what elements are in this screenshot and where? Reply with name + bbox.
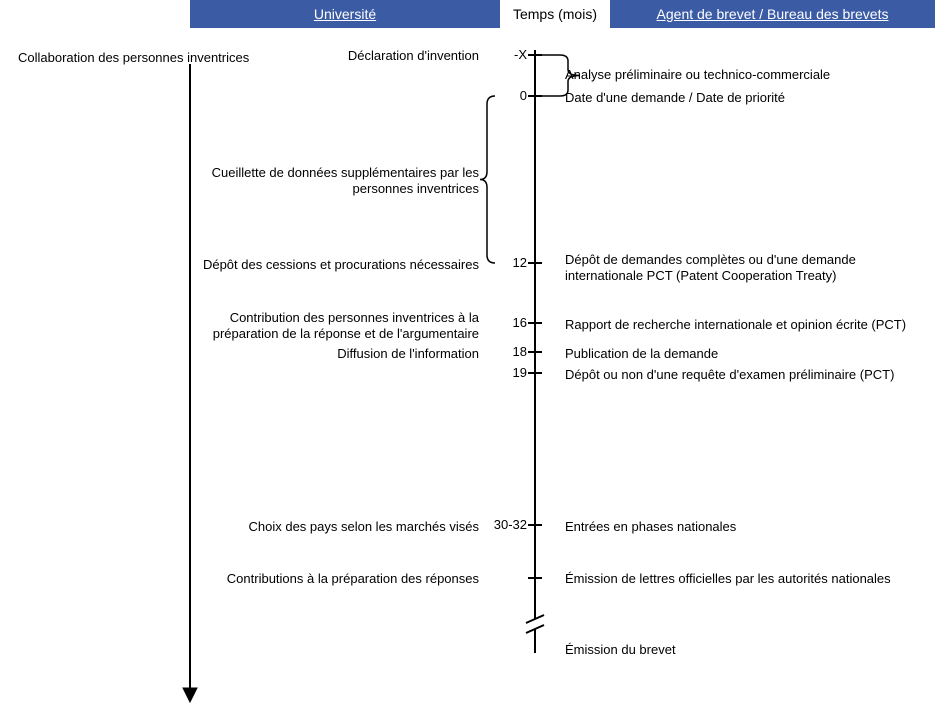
right-item: Entrées en phases nationales [565, 519, 945, 535]
right-item: Publication de la demande [565, 346, 945, 362]
right-item: Date d'une demande / Date de priorité [565, 90, 945, 106]
time-label: 18 [483, 344, 527, 359]
left-item: Choix des pays selon les marchés visés [159, 519, 479, 535]
time-label: 12 [483, 255, 527, 270]
time-label: -X [483, 47, 527, 62]
right-item: Émission de lettres officielles par les … [565, 571, 945, 587]
right-item: Dépôt de demandes complètes ou d'une dem… [565, 252, 865, 284]
time-label: 16 [483, 315, 527, 330]
right-item: Rapport de recherche internationale et o… [565, 317, 945, 333]
right-item: Émission du brevet [565, 642, 945, 658]
time-label: 30-32 [483, 517, 527, 532]
right-item: Dépôt ou non d'une requête d'examen prél… [565, 367, 945, 383]
right-item: Analyse préliminaire ou technico-commerc… [565, 67, 945, 83]
left-item: Contributions à la préparation des répon… [159, 571, 479, 587]
left-item: Diffusion de l'information [159, 346, 479, 362]
left-item: Dépôt des cessions et procurations néces… [159, 257, 479, 273]
left-item: Cueillette de données supplémentaires pa… [199, 165, 479, 197]
left-item: Contribution des personnes inventrices à… [199, 310, 479, 342]
time-label: 0 [483, 88, 527, 103]
time-label: 19 [483, 365, 527, 380]
left-item: Déclaration d'invention [159, 48, 479, 64]
